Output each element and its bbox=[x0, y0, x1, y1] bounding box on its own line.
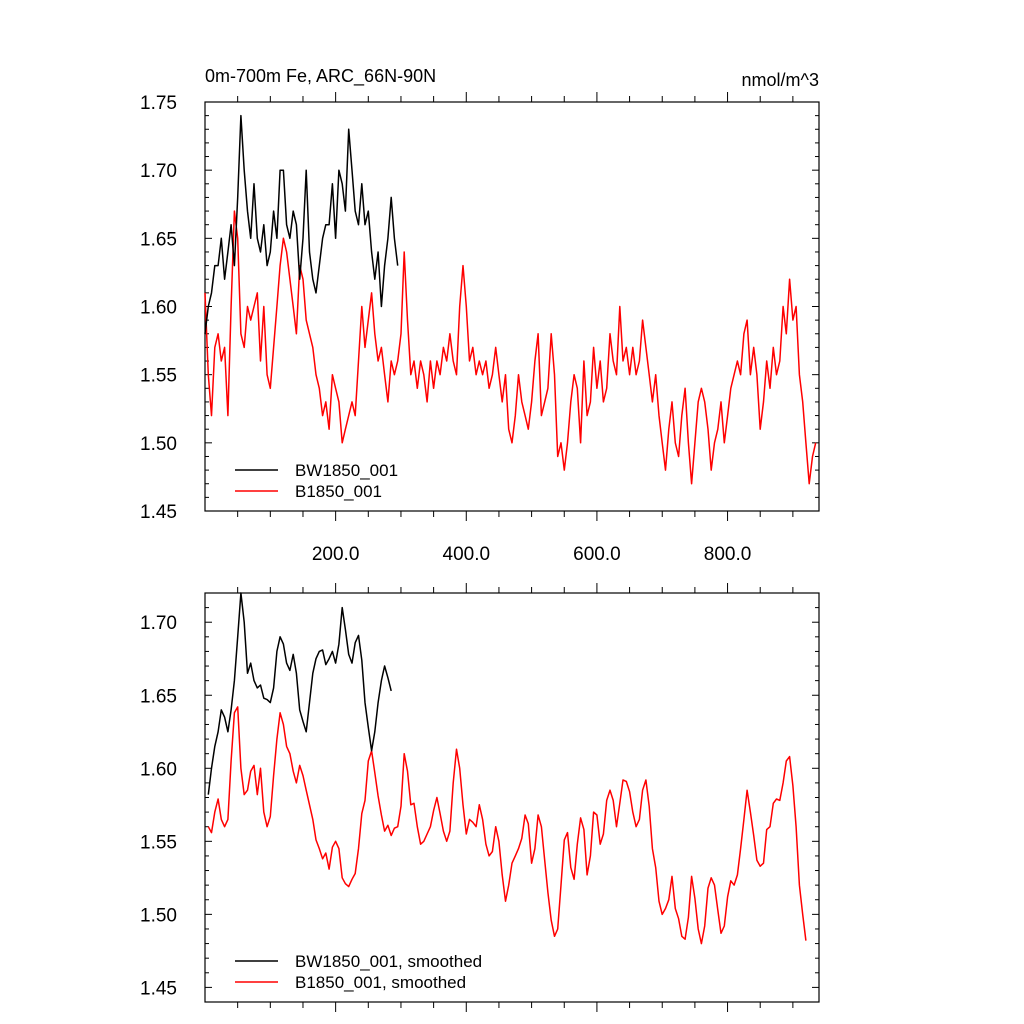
top-y-tick-labels: 1.45 1.50 1.55 1.60 1.65 1.70 1.75 bbox=[140, 93, 177, 523]
bottom-legend-label-red: B1850_001, smoothed bbox=[295, 973, 466, 992]
bottom-chart: 1.45 1.50 1.55 1.60 1.65 1.70 BW1850_001, smo… bbox=[140, 583, 820, 1012]
top-chart: 0m-700m Fe, ARC_66N-90N nmol/m^3 1.45 1.5… bbox=[140, 66, 820, 565]
bottom-ticks bbox=[205, 583, 819, 1012]
top-x-tick-label: 400.0 bbox=[443, 544, 491, 565]
bottom-y-tick-label: 1.55 bbox=[140, 832, 177, 853]
bottom-y-tick-label: 1.45 bbox=[140, 978, 177, 999]
top-y-tick-label: 1.55 bbox=[140, 366, 177, 387]
top-x-tick-label: 800.0 bbox=[704, 544, 752, 565]
bottom-plot-frame bbox=[204, 592, 820, 1003]
top-series bbox=[204, 114, 817, 485]
top-x-tick-labels: 200.0 400.0 600.0 800.0 bbox=[312, 544, 751, 565]
top-y-tick-label: 1.65 bbox=[140, 229, 177, 250]
top-y-tick-label: 1.45 bbox=[140, 502, 177, 523]
top-chart-title: 0m-700m Fe, ARC_66N-90N bbox=[205, 66, 436, 87]
bottom-series-line bbox=[207, 592, 392, 795]
bottom-y-tick-label: 1.70 bbox=[140, 613, 177, 634]
top-ticks bbox=[205, 92, 819, 521]
top-y-tick-label: 1.75 bbox=[140, 93, 177, 114]
top-y-tick-label: 1.50 bbox=[140, 434, 177, 455]
top-legend-label-red: B1850_001 bbox=[295, 482, 382, 501]
top-series-line bbox=[204, 114, 399, 334]
bottom-y-tick-label: 1.50 bbox=[140, 905, 177, 926]
bottom-y-tick-labels: 1.45 1.50 1.55 1.60 1.65 1.70 bbox=[140, 613, 177, 999]
bottom-legend: BW1850_001, smoothed B1850_001, smoothed bbox=[235, 952, 482, 992]
bottom-legend-label-black: BW1850_001, smoothed bbox=[295, 952, 482, 971]
top-x-tick-label: 600.0 bbox=[573, 544, 621, 565]
top-x-tick-label: 200.0 bbox=[312, 544, 360, 565]
top-chart-units: nmol/m^3 bbox=[742, 70, 819, 90]
top-y-tick-label: 1.70 bbox=[140, 161, 177, 182]
bottom-y-tick-label: 1.60 bbox=[140, 759, 177, 780]
top-legend-label-black: BW1850_001 bbox=[295, 461, 398, 480]
top-series-line bbox=[204, 210, 817, 485]
bottom-y-tick-label: 1.65 bbox=[140, 686, 177, 707]
top-legend: BW1850_001 B1850_001 bbox=[235, 461, 398, 501]
bottom-series-line bbox=[207, 706, 807, 945]
bottom-series bbox=[207, 592, 807, 945]
top-y-tick-label: 1.60 bbox=[140, 298, 177, 319]
